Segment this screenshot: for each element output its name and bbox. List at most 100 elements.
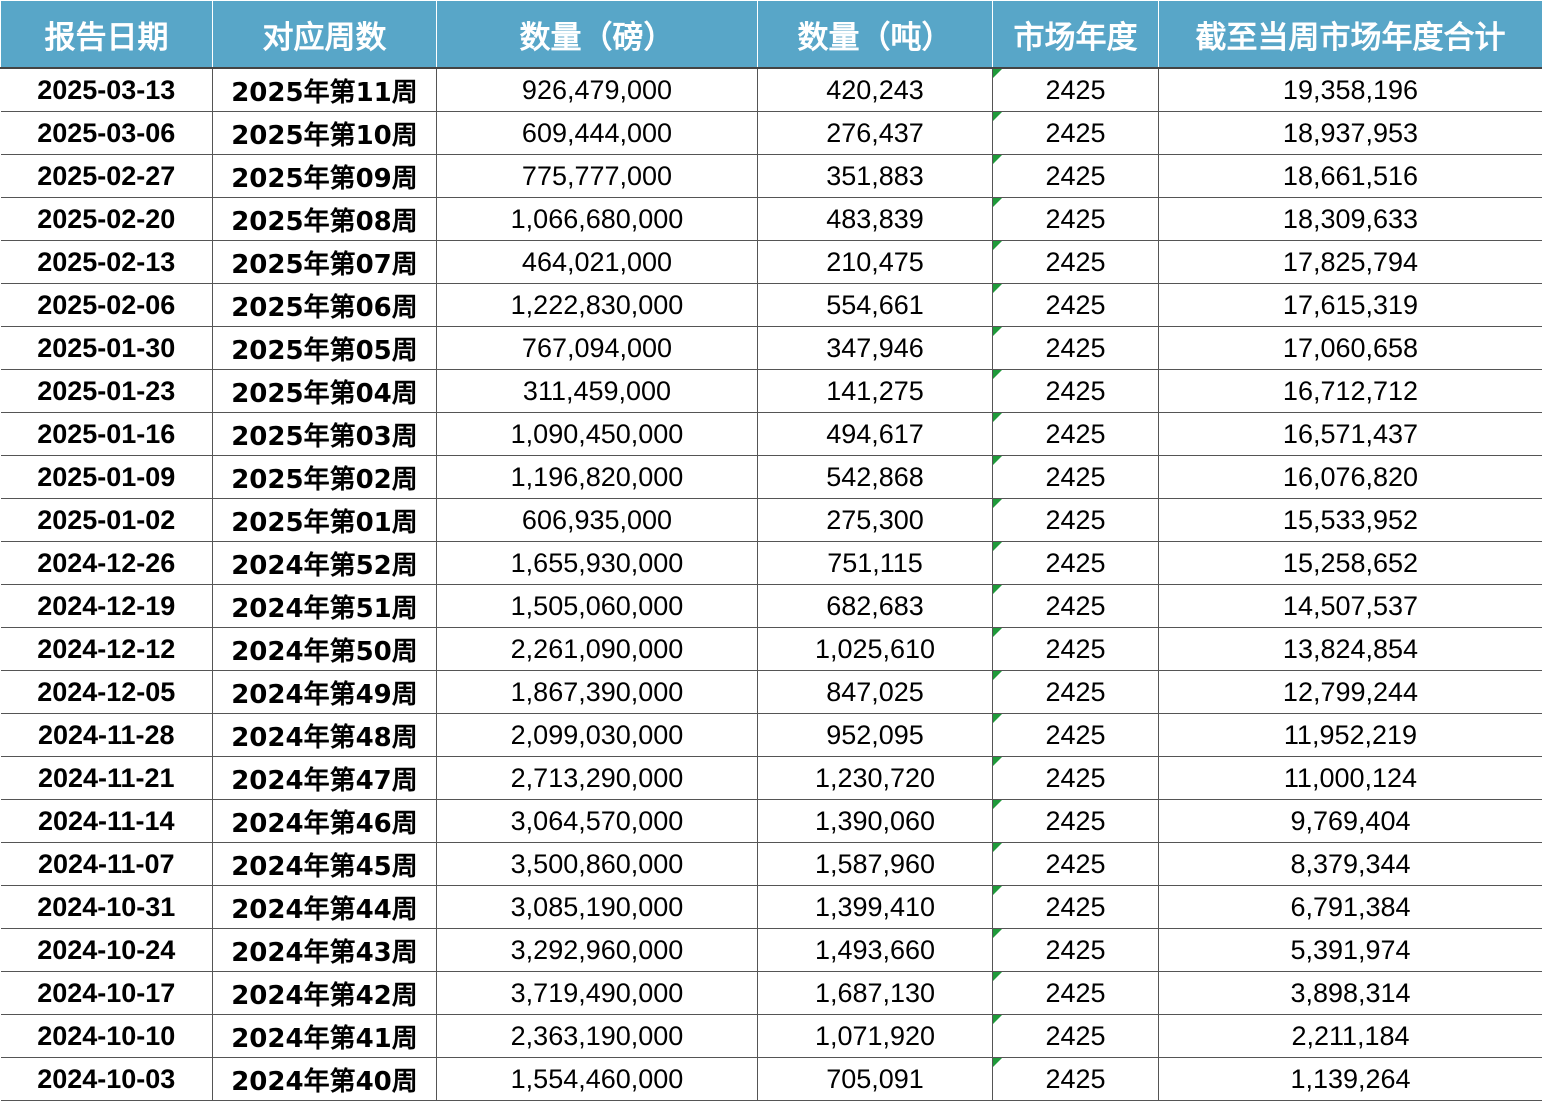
cell-report-date[interactable]: 2024-11-07 — [1, 843, 213, 886]
cell-quantity-pounds[interactable]: 775,777,000 — [437, 155, 758, 198]
cell-quantity-pounds[interactable]: 3,719,490,000 — [437, 972, 758, 1015]
cell-quantity-pounds[interactable]: 1,554,460,000 — [437, 1058, 758, 1101]
cell-quantity-pounds[interactable]: 767,094,000 — [437, 327, 758, 370]
cell-week[interactable]: 2024年第46周 — [213, 800, 437, 843]
cell-marketing-year[interactable]: 2425 — [993, 628, 1159, 671]
cell-report-date[interactable]: 2025-02-20 — [1, 198, 213, 241]
cell-marketing-year[interactable]: 2425 — [993, 198, 1159, 241]
cell-cumulative-total[interactable]: 19,358,196 — [1159, 68, 1542, 112]
cell-cumulative-total[interactable]: 2,211,184 — [1159, 1015, 1542, 1058]
cell-quantity-tons[interactable]: 1,230,720 — [758, 757, 993, 800]
cell-quantity-tons[interactable]: 1,399,410 — [758, 886, 993, 929]
cell-quantity-pounds[interactable]: 1,090,450,000 — [437, 413, 758, 456]
cell-week[interactable]: 2024年第41周 — [213, 1015, 437, 1058]
cell-cumulative-total[interactable]: 14,507,537 — [1159, 585, 1542, 628]
cell-week[interactable]: 2024年第43周 — [213, 929, 437, 972]
cell-marketing-year[interactable]: 2425 — [993, 327, 1159, 370]
cell-cumulative-total[interactable]: 6,791,384 — [1159, 886, 1542, 929]
cell-quantity-tons[interactable]: 554,661 — [758, 284, 993, 327]
cell-cumulative-total[interactable]: 8,379,344 — [1159, 843, 1542, 886]
cell-quantity-pounds[interactable]: 1,655,930,000 — [437, 542, 758, 585]
cell-marketing-year[interactable]: 2425 — [993, 929, 1159, 972]
cell-week[interactable]: 2025年第08周 — [213, 198, 437, 241]
cell-quantity-tons[interactable]: 347,946 — [758, 327, 993, 370]
cell-week[interactable]: 2024年第40周 — [213, 1058, 437, 1101]
cell-week[interactable]: 2025年第07周 — [213, 241, 437, 284]
cell-quantity-tons[interactable]: 276,437 — [758, 112, 993, 155]
cell-marketing-year[interactable]: 2425 — [993, 241, 1159, 284]
cell-report-date[interactable]: 2024-12-12 — [1, 628, 213, 671]
cell-week[interactable]: 2024年第45周 — [213, 843, 437, 886]
cell-report-date[interactable]: 2024-12-19 — [1, 585, 213, 628]
cell-report-date[interactable]: 2024-10-31 — [1, 886, 213, 929]
cell-report-date[interactable]: 2025-02-13 — [1, 241, 213, 284]
cell-cumulative-total[interactable]: 15,258,652 — [1159, 542, 1542, 585]
cell-marketing-year[interactable]: 2425 — [993, 284, 1159, 327]
cell-cumulative-total[interactable]: 16,076,820 — [1159, 456, 1542, 499]
cell-quantity-tons[interactable]: 542,868 — [758, 456, 993, 499]
cell-cumulative-total[interactable]: 15,533,952 — [1159, 499, 1542, 542]
cell-quantity-pounds[interactable]: 2,363,190,000 — [437, 1015, 758, 1058]
cell-quantity-tons[interactable]: 210,475 — [758, 241, 993, 284]
cell-quantity-pounds[interactable]: 464,021,000 — [437, 241, 758, 284]
cell-marketing-year[interactable]: 2425 — [993, 886, 1159, 929]
cell-week[interactable]: 2025年第06周 — [213, 284, 437, 327]
cell-marketing-year[interactable]: 2425 — [993, 68, 1159, 112]
cell-cumulative-total[interactable]: 18,937,953 — [1159, 112, 1542, 155]
cell-quantity-pounds[interactable]: 1,222,830,000 — [437, 284, 758, 327]
cell-marketing-year[interactable]: 2425 — [993, 843, 1159, 886]
cell-quantity-tons[interactable]: 1,493,660 — [758, 929, 993, 972]
cell-cumulative-total[interactable]: 5,391,974 — [1159, 929, 1542, 972]
cell-marketing-year[interactable]: 2425 — [993, 542, 1159, 585]
cell-cumulative-total[interactable]: 16,712,712 — [1159, 370, 1542, 413]
cell-quantity-pounds[interactable]: 3,500,860,000 — [437, 843, 758, 886]
cell-quantity-tons[interactable]: 420,243 — [758, 68, 993, 112]
cell-marketing-year[interactable]: 2425 — [993, 972, 1159, 1015]
cell-quantity-tons[interactable]: 751,115 — [758, 542, 993, 585]
cell-marketing-year[interactable]: 2425 — [993, 585, 1159, 628]
cell-report-date[interactable]: 2025-02-06 — [1, 284, 213, 327]
header-quantity-pounds[interactable]: 数量（磅） — [437, 1, 758, 69]
cell-cumulative-total[interactable]: 18,309,633 — [1159, 198, 1542, 241]
cell-cumulative-total[interactable]: 17,060,658 — [1159, 327, 1542, 370]
cell-week[interactable]: 2025年第10周 — [213, 112, 437, 155]
cell-marketing-year[interactable]: 2425 — [993, 1058, 1159, 1101]
cell-week[interactable]: 2024年第52周 — [213, 542, 437, 585]
cell-report-date[interactable]: 2024-11-14 — [1, 800, 213, 843]
cell-marketing-year[interactable]: 2425 — [993, 499, 1159, 542]
cell-quantity-pounds[interactable]: 2,713,290,000 — [437, 757, 758, 800]
cell-report-date[interactable]: 2024-10-17 — [1, 972, 213, 1015]
cell-week[interactable]: 2025年第09周 — [213, 155, 437, 198]
header-marketing-year[interactable]: 市场年度 — [993, 1, 1159, 69]
cell-cumulative-total[interactable]: 3,898,314 — [1159, 972, 1542, 1015]
cell-quantity-pounds[interactable]: 926,479,000 — [437, 68, 758, 112]
cell-quantity-pounds[interactable]: 1,066,680,000 — [437, 198, 758, 241]
cell-quantity-pounds[interactable]: 3,064,570,000 — [437, 800, 758, 843]
cell-report-date[interactable]: 2025-01-30 — [1, 327, 213, 370]
cell-quantity-tons[interactable]: 141,275 — [758, 370, 993, 413]
cell-marketing-year[interactable]: 2425 — [993, 757, 1159, 800]
cell-report-date[interactable]: 2024-10-24 — [1, 929, 213, 972]
cell-week[interactable]: 2024年第42周 — [213, 972, 437, 1015]
cell-report-date[interactable]: 2024-11-21 — [1, 757, 213, 800]
cell-cumulative-total[interactable]: 11,952,219 — [1159, 714, 1542, 757]
cell-quantity-tons[interactable]: 1,071,920 — [758, 1015, 993, 1058]
cell-quantity-pounds[interactable]: 606,935,000 — [437, 499, 758, 542]
cell-cumulative-total[interactable]: 9,769,404 — [1159, 800, 1542, 843]
cell-week[interactable]: 2025年第05周 — [213, 327, 437, 370]
cell-quantity-tons[interactable]: 1,025,610 — [758, 628, 993, 671]
cell-quantity-pounds[interactable]: 1,196,820,000 — [437, 456, 758, 499]
cell-report-date[interactable]: 2025-03-13 — [1, 68, 213, 112]
cell-quantity-tons[interactable]: 952,095 — [758, 714, 993, 757]
cell-report-date[interactable]: 2024-12-05 — [1, 671, 213, 714]
header-quantity-tons[interactable]: 数量（吨） — [758, 1, 993, 69]
cell-report-date[interactable]: 2025-03-06 — [1, 112, 213, 155]
cell-week[interactable]: 2024年第44周 — [213, 886, 437, 929]
cell-quantity-pounds[interactable]: 2,099,030,000 — [437, 714, 758, 757]
cell-quantity-tons[interactable]: 1,687,130 — [758, 972, 993, 1015]
cell-marketing-year[interactable]: 2425 — [993, 456, 1159, 499]
cell-marketing-year[interactable]: 2425 — [993, 1015, 1159, 1058]
cell-week[interactable]: 2024年第51周 — [213, 585, 437, 628]
cell-report-date[interactable]: 2024-10-10 — [1, 1015, 213, 1058]
cell-quantity-pounds[interactable]: 3,085,190,000 — [437, 886, 758, 929]
